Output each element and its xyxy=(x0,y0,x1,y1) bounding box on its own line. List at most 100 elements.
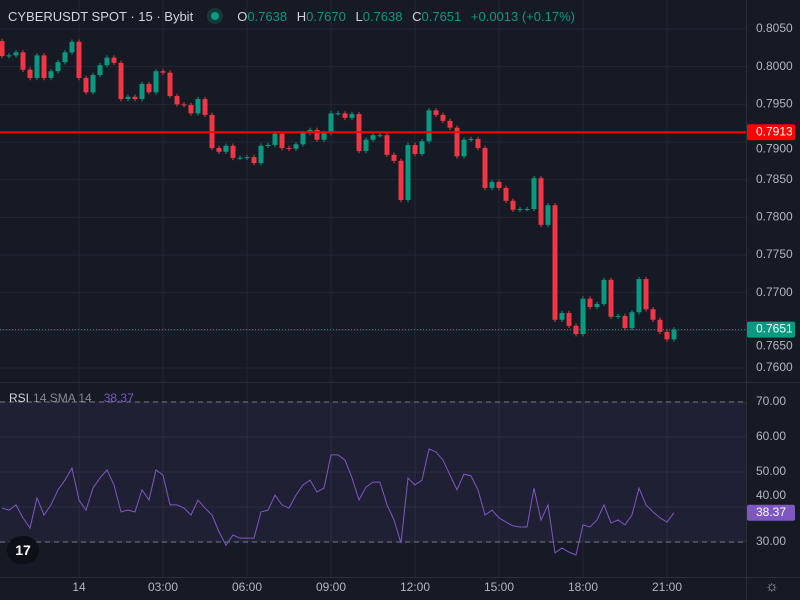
candle-body xyxy=(433,110,439,115)
candle-body xyxy=(181,104,187,106)
candle xyxy=(83,75,89,95)
candle-body xyxy=(139,83,145,100)
candle-body xyxy=(580,298,586,335)
candle-body xyxy=(377,135,383,137)
candle xyxy=(538,175,544,228)
horizontal-line-price-tag: 0.7913 xyxy=(756,124,793,138)
candle-body xyxy=(125,96,131,100)
rsi-value-tag: 38.37 xyxy=(756,505,786,519)
high-label: H xyxy=(296,8,307,24)
candle-body xyxy=(496,181,502,188)
price-axis-label: 0.8050 xyxy=(756,21,793,35)
rsi-legend[interactable]: RSI 14 SMA 14 38.37 xyxy=(9,391,134,405)
candle-body xyxy=(426,110,432,142)
candle xyxy=(132,94,138,102)
candle xyxy=(440,112,446,124)
candle xyxy=(531,175,537,212)
candle-body xyxy=(76,41,82,78)
candle-body xyxy=(279,133,285,149)
candle xyxy=(69,39,75,55)
candle xyxy=(405,142,411,203)
candle xyxy=(468,136,474,142)
time-axis-label: 18:00 xyxy=(568,580,598,594)
candle xyxy=(34,53,40,81)
candle-body xyxy=(48,71,54,78)
candle-body xyxy=(503,187,509,201)
candle xyxy=(279,131,285,151)
candle-body xyxy=(328,113,334,133)
candle xyxy=(167,70,173,99)
candle-body xyxy=(615,316,621,318)
price-axis-label: 0.7700 xyxy=(756,285,793,299)
candle xyxy=(139,81,145,102)
candle-body xyxy=(13,52,19,56)
candle xyxy=(636,276,642,315)
symbol-legend: CYBERUSDT SPOT · 15 · Bybit O0.7638 H0.7… xyxy=(8,8,581,24)
candle-body xyxy=(132,96,138,100)
candle-body xyxy=(97,65,103,75)
candle-body xyxy=(657,319,663,332)
candle-body xyxy=(398,160,404,200)
candle-body xyxy=(475,138,481,149)
candle xyxy=(650,306,656,323)
candle-body xyxy=(104,57,110,66)
candle-body xyxy=(20,52,26,70)
candle xyxy=(195,96,201,116)
candle-body xyxy=(643,279,649,310)
tradingview-logo-icon[interactable]: 17 xyxy=(7,536,39,564)
candle-body xyxy=(167,72,173,97)
rsi-axis-label: 60.00 xyxy=(756,429,786,443)
candle-body xyxy=(230,145,236,158)
candle-body xyxy=(461,139,467,157)
price-axis-label: 0.8000 xyxy=(756,59,793,73)
candle-body xyxy=(664,331,670,340)
rsi-name: RSI xyxy=(9,391,30,405)
candle xyxy=(349,111,355,121)
candle xyxy=(594,301,600,310)
candle xyxy=(615,313,621,320)
candle xyxy=(76,39,82,81)
candle xyxy=(258,143,264,166)
open-label: O xyxy=(237,8,248,24)
time-axis-label: 03:00 xyxy=(148,580,178,594)
candle xyxy=(391,152,397,164)
candle-body xyxy=(90,74,96,93)
candle xyxy=(629,309,635,331)
rsi-line xyxy=(1,448,675,556)
candle xyxy=(216,145,222,155)
candle xyxy=(433,108,439,118)
candle xyxy=(419,138,425,157)
candle-body xyxy=(650,309,656,320)
candle-body xyxy=(83,77,89,93)
candle-body xyxy=(419,141,425,155)
candle-body xyxy=(300,132,306,145)
candle-body xyxy=(629,312,635,329)
price-axis-label: 0.7900 xyxy=(756,141,793,155)
candle xyxy=(566,310,572,329)
candle xyxy=(587,296,593,310)
candle xyxy=(160,68,166,75)
settings-gear-icon[interactable]: ☼ xyxy=(765,578,779,595)
candle-body xyxy=(293,144,299,149)
rsi-params: 14 SMA 14 xyxy=(33,391,92,405)
candle-body xyxy=(468,138,474,140)
time-axis-label: 21:00 xyxy=(652,580,682,594)
candle-body xyxy=(258,145,264,164)
candle xyxy=(153,68,159,95)
candle-body xyxy=(118,62,124,100)
price-axis-label: 0.7650 xyxy=(756,339,793,353)
horizontal-line-price-tag-bg xyxy=(747,124,795,141)
symbol-title[interactable]: CYBERUSDT SPOT · 15 · Bybit xyxy=(8,8,194,24)
candle xyxy=(426,108,432,144)
ohlc-values: O0.7638 H0.7670 L0.7638 C0.7651 +0.0013 … xyxy=(237,9,581,24)
candle-body xyxy=(272,133,278,146)
candle xyxy=(503,185,509,204)
candle xyxy=(111,55,117,66)
candle xyxy=(237,155,243,161)
candle-body xyxy=(538,178,544,225)
candle xyxy=(608,277,614,320)
rsi-axis-label: 40.00 xyxy=(756,488,786,502)
candle xyxy=(48,68,54,81)
candle-body xyxy=(69,41,75,53)
